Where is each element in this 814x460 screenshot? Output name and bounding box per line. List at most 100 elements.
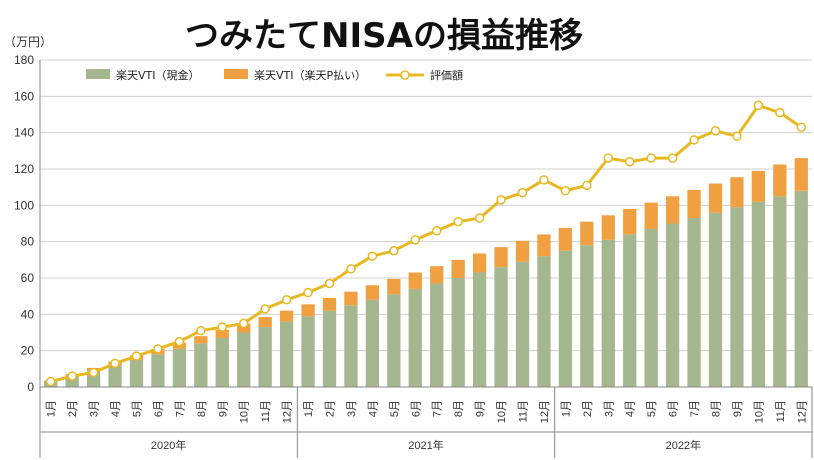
x-tick-label: 1月	[46, 400, 58, 417]
x-tick-label: 4月	[625, 400, 637, 417]
bar-points	[794, 158, 808, 191]
valuation-point	[110, 358, 120, 369]
x-tick-label: 5月	[389, 400, 401, 417]
bar-cash	[537, 256, 551, 387]
x-tick-label: 2月	[582, 400, 594, 417]
legend-label-points: 楽天VTI（楽天P払い）	[254, 68, 366, 82]
valuation-point	[582, 180, 592, 191]
valuation-line	[45, 100, 807, 387]
valuation-point	[603, 153, 614, 163]
bar-points	[537, 234, 551, 257]
grid-lines	[40, 59, 812, 388]
legend-swatch-cash	[86, 69, 110, 79]
valuation-point	[238, 318, 249, 329]
x-tick-label: 6月	[410, 400, 422, 417]
bar-points	[644, 202, 658, 229]
valuation-point	[281, 295, 292, 305]
y-tick-label: 160	[14, 89, 34, 103]
x-tick-label: 3月	[346, 400, 358, 417]
valuation-point	[346, 264, 356, 274]
x-tick-label: 3月	[603, 400, 615, 417]
bar-points	[279, 310, 294, 322]
valuation-point	[496, 195, 506, 205]
bar-cash	[558, 250, 573, 387]
x-tick-label: 6月	[668, 400, 680, 417]
bar-cash	[408, 288, 422, 387]
bar-cash	[494, 267, 508, 387]
x-tick-label: 2月	[325, 400, 337, 417]
valuation-point	[67, 371, 77, 381]
bar-cash	[430, 283, 444, 387]
x-tick-label: 3月	[89, 400, 101, 417]
x-tick-label: 7月	[689, 400, 701, 417]
bar-points	[515, 240, 530, 262]
legend-label-cash: 楽天VTI（現金）	[116, 68, 200, 82]
bar-cash	[751, 201, 766, 387]
valuation-point	[732, 131, 742, 142]
x-tick-label: 12月	[796, 400, 808, 423]
x-tick-label: 4月	[110, 400, 122, 417]
bar-cash	[279, 321, 294, 387]
x-tick-label: 12月	[282, 400, 294, 423]
y-axis-unit-label: （万円）	[4, 35, 52, 49]
x-tick-label: 11月	[518, 400, 530, 422]
bar-cash	[322, 310, 337, 387]
valuation-point	[410, 235, 421, 245]
bar-cash	[194, 343, 208, 387]
x-tick-label: 11月	[260, 400, 272, 422]
bar-points	[194, 336, 208, 344]
bar-cash	[151, 354, 165, 387]
bar-cash	[644, 228, 658, 387]
x-tick-label: 4月	[367, 400, 379, 417]
bar-cash	[451, 278, 465, 387]
bar-points	[730, 177, 744, 208]
bar-cash	[794, 190, 808, 387]
x-tick-label: 11月	[775, 400, 787, 422]
valuation-point	[217, 322, 228, 332]
x-tick-label: 12月	[539, 400, 551, 423]
x-tick-label: 9月	[732, 400, 744, 417]
legend-swatch-marker	[400, 70, 410, 80]
bar-cash	[172, 348, 187, 387]
x-tick-label: 1月	[303, 400, 315, 417]
bar-points	[601, 215, 615, 240]
bar-cash	[344, 305, 358, 387]
x-tick-label: 9月	[217, 400, 229, 417]
bar-points	[301, 304, 315, 317]
valuation-point	[710, 126, 721, 136]
valuation-point	[753, 100, 764, 111]
bar-points	[472, 253, 487, 273]
y-tick-label: 120	[14, 162, 34, 176]
bar-points	[365, 285, 380, 300]
valuation-point	[539, 175, 549, 185]
valuation-point	[324, 278, 335, 289]
x-tick-label: 10月	[753, 400, 765, 423]
y-tick-label: 140	[14, 126, 34, 140]
legend-label-valuation: 評価額	[430, 68, 463, 82]
bar-points	[623, 208, 637, 235]
valuation-point	[646, 153, 656, 163]
bar-cash	[237, 332, 251, 387]
valuation-point	[45, 376, 56, 387]
bar-points	[215, 329, 229, 338]
y-tick-label: 0	[27, 380, 34, 394]
year-label: 2022年	[666, 438, 701, 452]
valuation-point	[88, 367, 99, 378]
bar-cash	[65, 376, 79, 387]
bar-cash	[215, 337, 229, 387]
bar-points	[708, 183, 723, 213]
valuation-point	[260, 304, 270, 314]
valuation-point	[453, 216, 463, 227]
bar-cash	[129, 359, 144, 387]
bar-points	[665, 196, 680, 224]
bar-points	[408, 272, 422, 289]
bar-points	[773, 164, 787, 197]
bar-cash	[730, 207, 744, 387]
bar-cash	[365, 299, 380, 387]
valuation-point	[775, 107, 785, 118]
valuation-point	[367, 251, 378, 261]
valuation-point	[624, 156, 635, 167]
y-axis-ticks: 0 20 40 60 80 100 120 140 160 180	[14, 53, 34, 394]
x-tick-label: 5月	[646, 400, 658, 417]
bar-cash	[580, 245, 594, 387]
